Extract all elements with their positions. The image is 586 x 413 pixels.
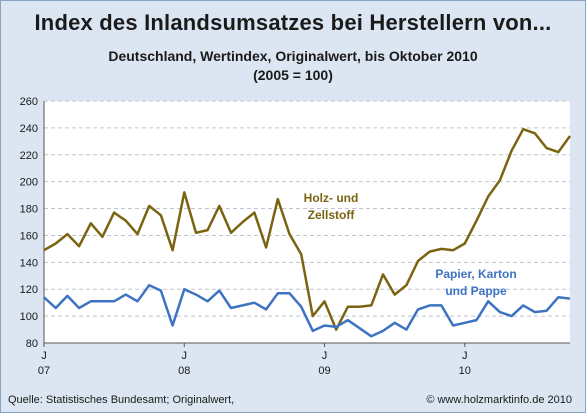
- series-label: Zellstoff: [308, 208, 356, 222]
- x-tick-year: 07: [38, 365, 50, 377]
- x-tick-month: J: [322, 350, 328, 362]
- chart-subtitle: Deutschland, Wertindex, Originalwert, bi…: [108, 48, 478, 64]
- series-label: und Pappe: [445, 284, 507, 298]
- series-label: Holz- und: [304, 191, 359, 205]
- y-tick-label: 200: [20, 177, 38, 189]
- x-tick-year: 08: [178, 365, 190, 377]
- y-tick-label: 100: [20, 311, 38, 323]
- y-axis: 80 100 120 140 160 180 200 220 240 260: [20, 96, 45, 350]
- y-tick-label: 120: [20, 284, 38, 296]
- source-note: Quelle: Statistisches Bundesamt; Origina…: [8, 394, 235, 406]
- y-tick-label: 80: [26, 338, 38, 350]
- chart-base-note: (2005 = 100): [253, 67, 333, 83]
- series-group: [43, 127, 572, 338]
- series-labels: Holz- und Zellstoff Papier, Karton und Papp…: [304, 191, 517, 298]
- plot-area: [44, 101, 570, 343]
- y-tick-label: 180: [20, 204, 38, 216]
- x-tick-month: J: [182, 350, 188, 362]
- x-axis: J 07 J 08 J 09 J 10: [38, 342, 570, 377]
- series-label: Papier, Karton: [435, 267, 516, 281]
- y-tick-label: 140: [20, 257, 38, 269]
- copyright-note: © www.holzmarktinfo.de 2010: [426, 394, 572, 406]
- x-tick-month: J: [41, 350, 47, 362]
- series-line-papier-karton-pappe: [43, 283, 571, 338]
- x-tick-month: J: [462, 350, 468, 362]
- y-tick-label: 240: [20, 123, 38, 135]
- series-line-holz-zellstoff: [43, 127, 572, 331]
- y-tick-label: 220: [20, 150, 38, 162]
- y-tick-label: 160: [20, 230, 38, 242]
- plot-background: [44, 101, 570, 343]
- x-tick-year: 09: [318, 365, 330, 377]
- x-tick-year: 10: [459, 365, 471, 377]
- y-tick-label: 260: [20, 96, 38, 108]
- chart-title: Index des Inlandsumsatzes bei Hersteller…: [34, 10, 552, 35]
